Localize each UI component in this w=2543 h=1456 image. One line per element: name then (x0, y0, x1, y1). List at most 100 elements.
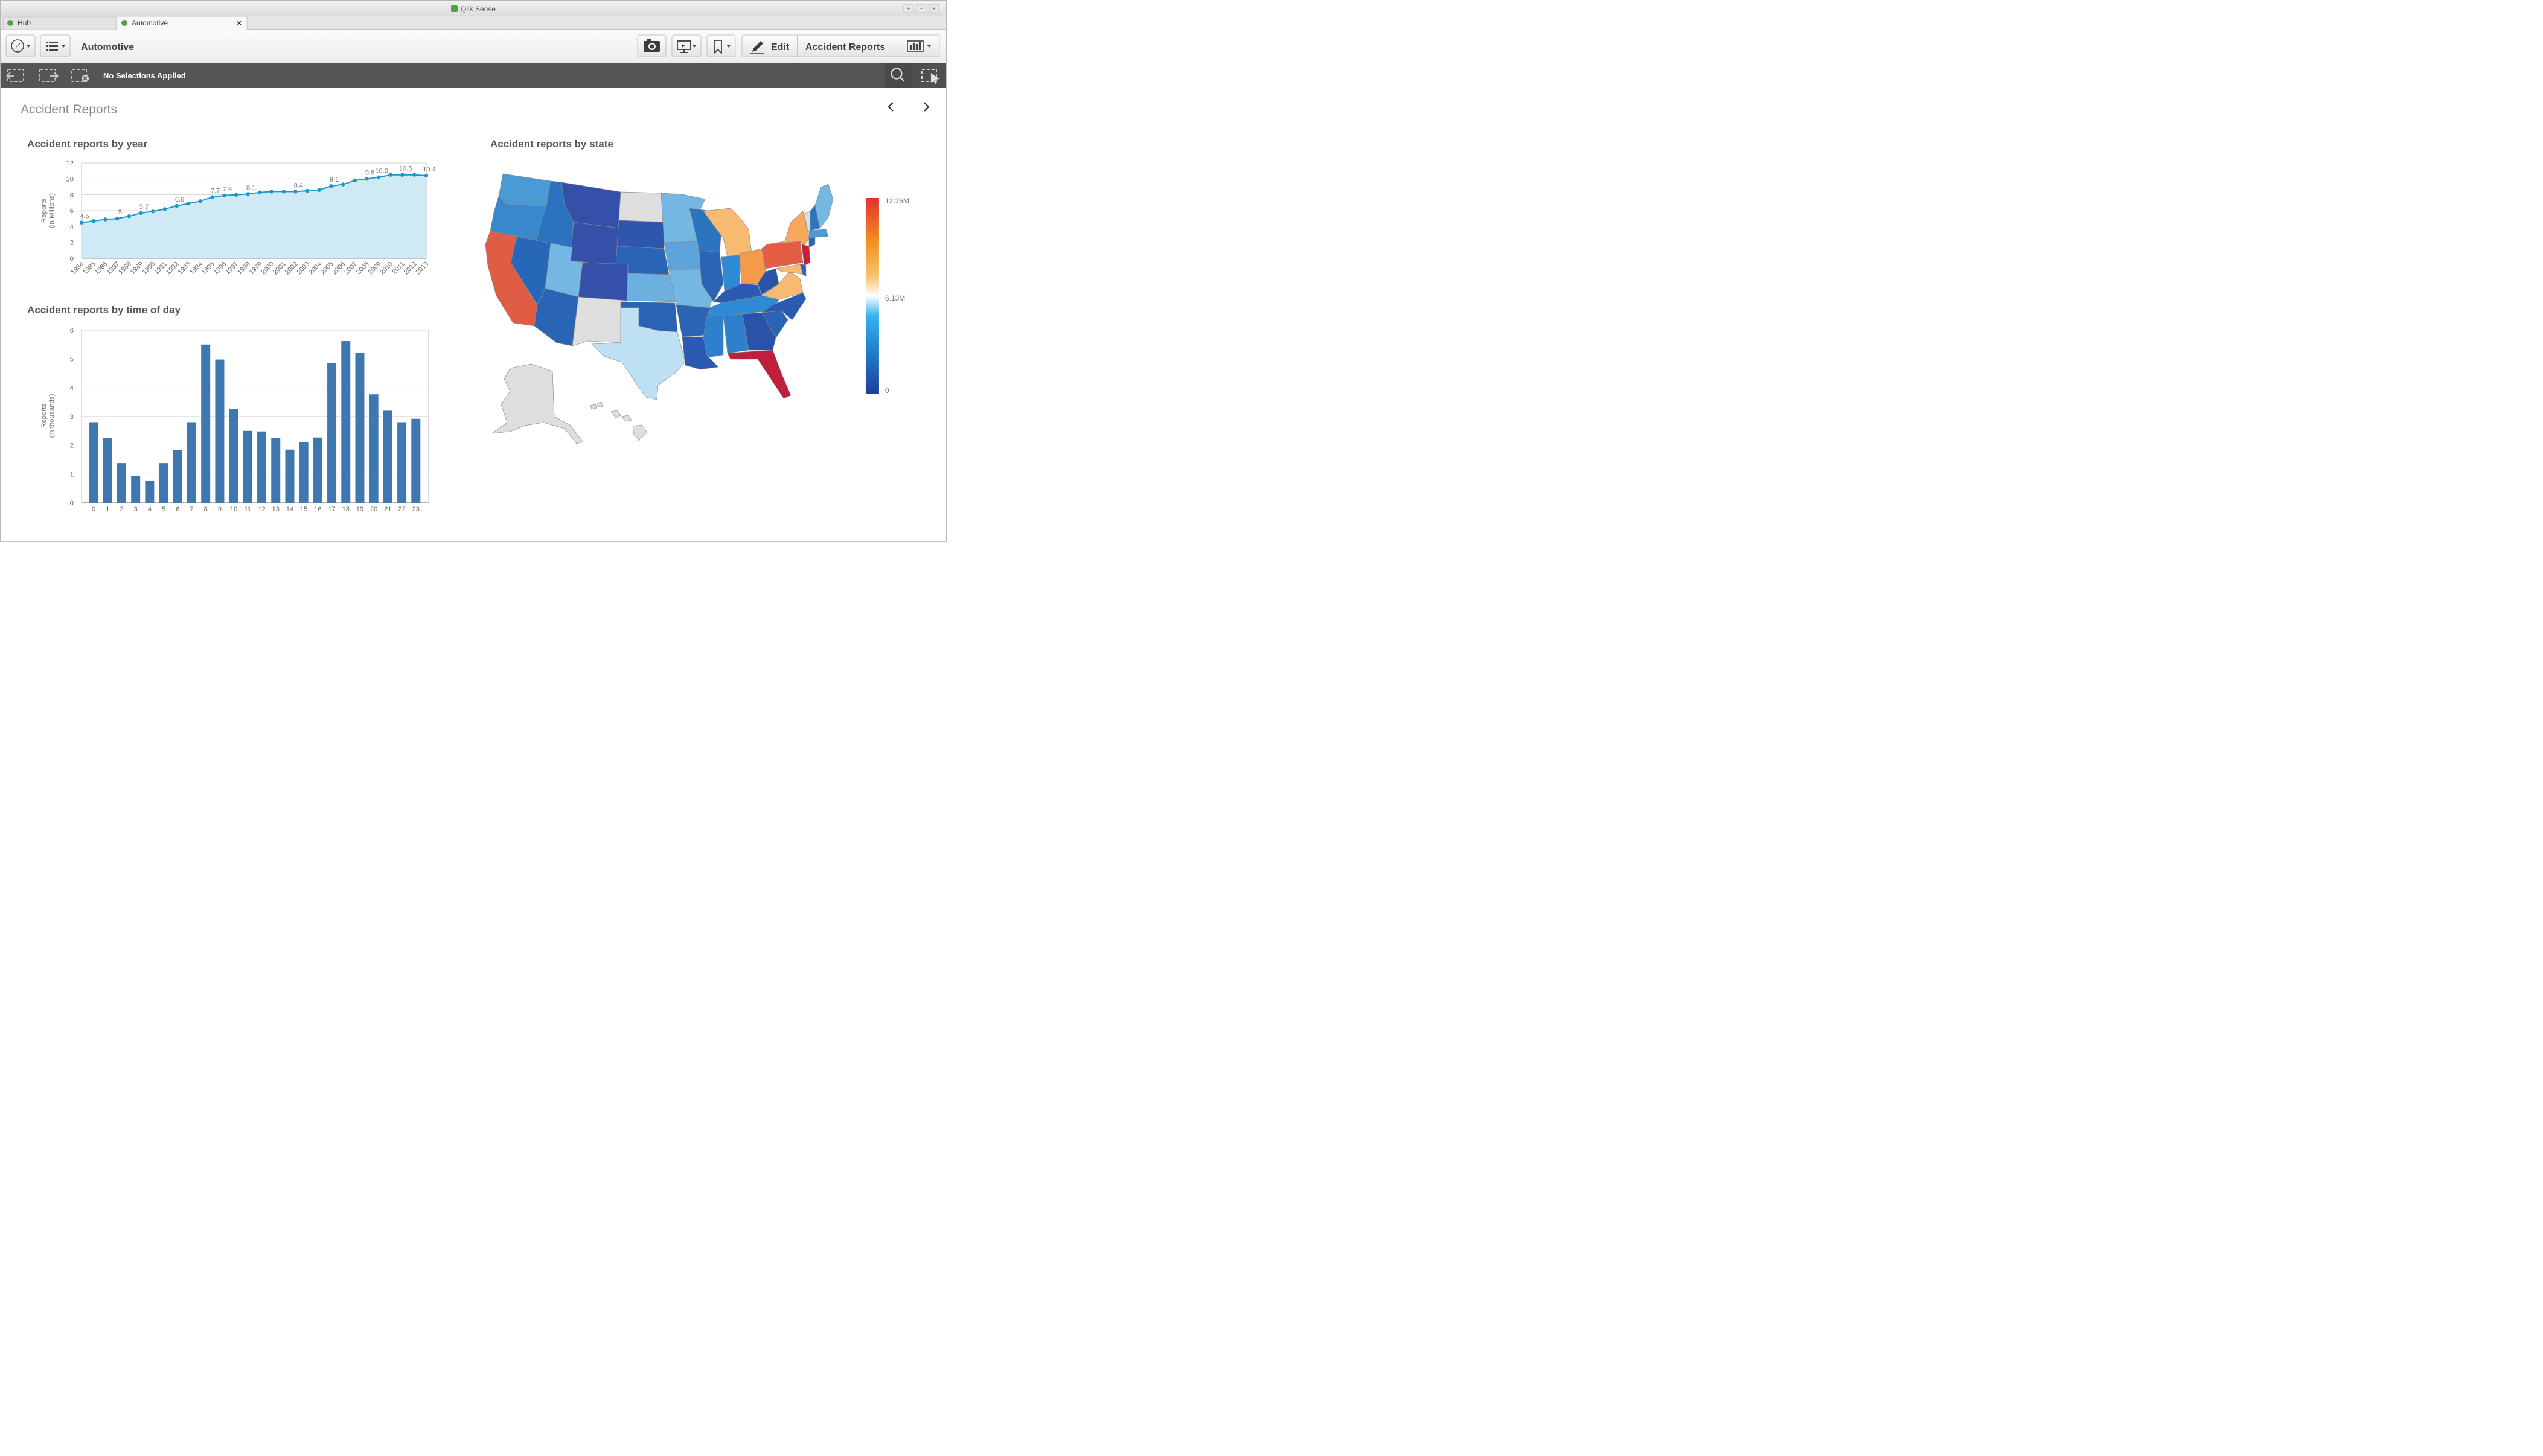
data-point[interactable] (79, 220, 84, 225)
tab-close-icon[interactable]: × (237, 18, 242, 28)
us-state-map[interactable] (485, 173, 834, 444)
map-region-hawaii-3[interactable] (610, 410, 621, 418)
bar[interactable] (243, 430, 252, 503)
data-point[interactable] (91, 219, 95, 223)
map-region-hawaii-4[interactable] (621, 415, 632, 422)
data-point[interactable] (293, 190, 298, 194)
bar[interactable] (89, 422, 98, 503)
data-point[interactable] (139, 211, 143, 216)
map-region-michigan[interactable] (703, 208, 752, 257)
data-point[interactable] (103, 217, 107, 222)
map-region-north-carolina[interactable] (761, 292, 807, 321)
data-point[interactable] (365, 177, 369, 181)
map-region-wyoming[interactable] (570, 222, 619, 266)
data-point[interactable] (341, 182, 345, 187)
bar[interactable] (285, 449, 295, 503)
map-region-west-virginia[interactable] (757, 268, 779, 295)
map-region-georgia[interactable] (742, 312, 776, 351)
bar[interactable] (173, 450, 182, 503)
bar[interactable] (187, 422, 197, 503)
tab-automotive[interactable]: Automotive × (116, 16, 248, 30)
map-region-alaska[interactable] (491, 363, 583, 444)
data-point[interactable] (115, 216, 120, 221)
data-point[interactable] (329, 184, 333, 188)
data-point[interactable] (210, 195, 214, 199)
data-point[interactable] (198, 199, 203, 203)
data-point[interactable] (305, 188, 310, 193)
data-point[interactable] (317, 188, 322, 192)
navigation-menu-button[interactable] (5, 34, 36, 57)
bar[interactable] (257, 431, 267, 503)
bar[interactable] (383, 410, 392, 503)
map-region-florida[interactable] (727, 350, 792, 399)
map-region-hawaii-2[interactable] (597, 401, 603, 407)
map-region-iowa[interactable] (664, 241, 702, 271)
map-region-hawaii-5[interactable] (632, 424, 648, 441)
bar[interactable] (341, 341, 351, 503)
next-sheet-button[interactable] (918, 99, 935, 116)
clear-selections-icon[interactable] (71, 69, 89, 82)
data-point[interactable] (412, 173, 417, 177)
data-point[interactable] (222, 193, 226, 198)
data-point[interactable] (187, 201, 191, 206)
window-plus-button[interactable]: + (903, 4, 914, 13)
bar[interactable] (201, 344, 211, 503)
map-region-illinois[interactable] (699, 250, 724, 302)
data-point[interactable] (127, 214, 132, 219)
bar[interactable] (229, 409, 238, 503)
edit-button[interactable]: Edit (749, 40, 790, 54)
data-point[interactable] (424, 173, 429, 178)
data-point[interactable] (258, 190, 262, 194)
data-point[interactable] (400, 173, 405, 177)
map-region-colorado[interactable] (578, 262, 629, 301)
bar[interactable] (145, 481, 155, 503)
map-region-new-jersey[interactable] (801, 244, 811, 266)
data-point[interactable] (246, 192, 250, 196)
data-point[interactable] (269, 190, 274, 194)
bar[interactable] (215, 359, 225, 503)
map-region-pennsylvania[interactable] (761, 241, 804, 269)
map-region-massachusetts[interactable] (808, 229, 829, 239)
window-close-button[interactable]: × (929, 4, 939, 13)
bar[interactable] (313, 437, 322, 503)
bar[interactable] (271, 438, 281, 503)
bar[interactable] (327, 363, 337, 503)
map-region-new-mexico[interactable] (572, 296, 627, 346)
data-point[interactable] (150, 209, 155, 214)
search-icon[interactable] (891, 68, 905, 82)
window-minimize-button[interactable]: − (916, 4, 927, 13)
bar[interactable] (369, 394, 379, 503)
bar[interactable] (397, 422, 407, 503)
previous-sheet-button[interactable] (883, 99, 900, 116)
map-region-maine[interactable] (814, 184, 834, 229)
data-point[interactable] (388, 173, 393, 177)
bar[interactable] (131, 476, 141, 503)
data-point[interactable] (234, 193, 238, 197)
map-region-mississippi[interactable] (703, 315, 724, 358)
story-button[interactable] (671, 34, 702, 57)
bar[interactable] (411, 418, 421, 503)
bookmarks-button[interactable] (706, 34, 736, 57)
map-region-south-dakota[interactable] (616, 220, 665, 249)
map-region-texas[interactable] (591, 307, 686, 400)
bar[interactable] (117, 463, 126, 503)
map-region-hawaii-1[interactable] (590, 404, 597, 410)
map-region-maryland[interactable] (775, 263, 805, 275)
bar[interactable] (159, 463, 168, 503)
data-point[interactable] (174, 203, 179, 208)
bar[interactable] (355, 353, 365, 503)
bar[interactable] (299, 442, 309, 503)
sheet-menu-button[interactable] (907, 40, 931, 52)
data-point[interactable] (281, 190, 286, 194)
data-point[interactable] (377, 175, 381, 179)
tab-hub[interactable]: Hub (2, 16, 116, 30)
sheets-list-button[interactable] (40, 34, 71, 57)
data-point[interactable] (353, 178, 357, 183)
snapshot-button[interactable] (637, 34, 667, 57)
map-region-kansas[interactable] (626, 273, 676, 302)
data-point[interactable] (162, 207, 167, 211)
step-back-icon[interactable] (6, 69, 24, 82)
map-region-new-york[interactable] (766, 211, 810, 248)
bar[interactable] (103, 438, 112, 503)
